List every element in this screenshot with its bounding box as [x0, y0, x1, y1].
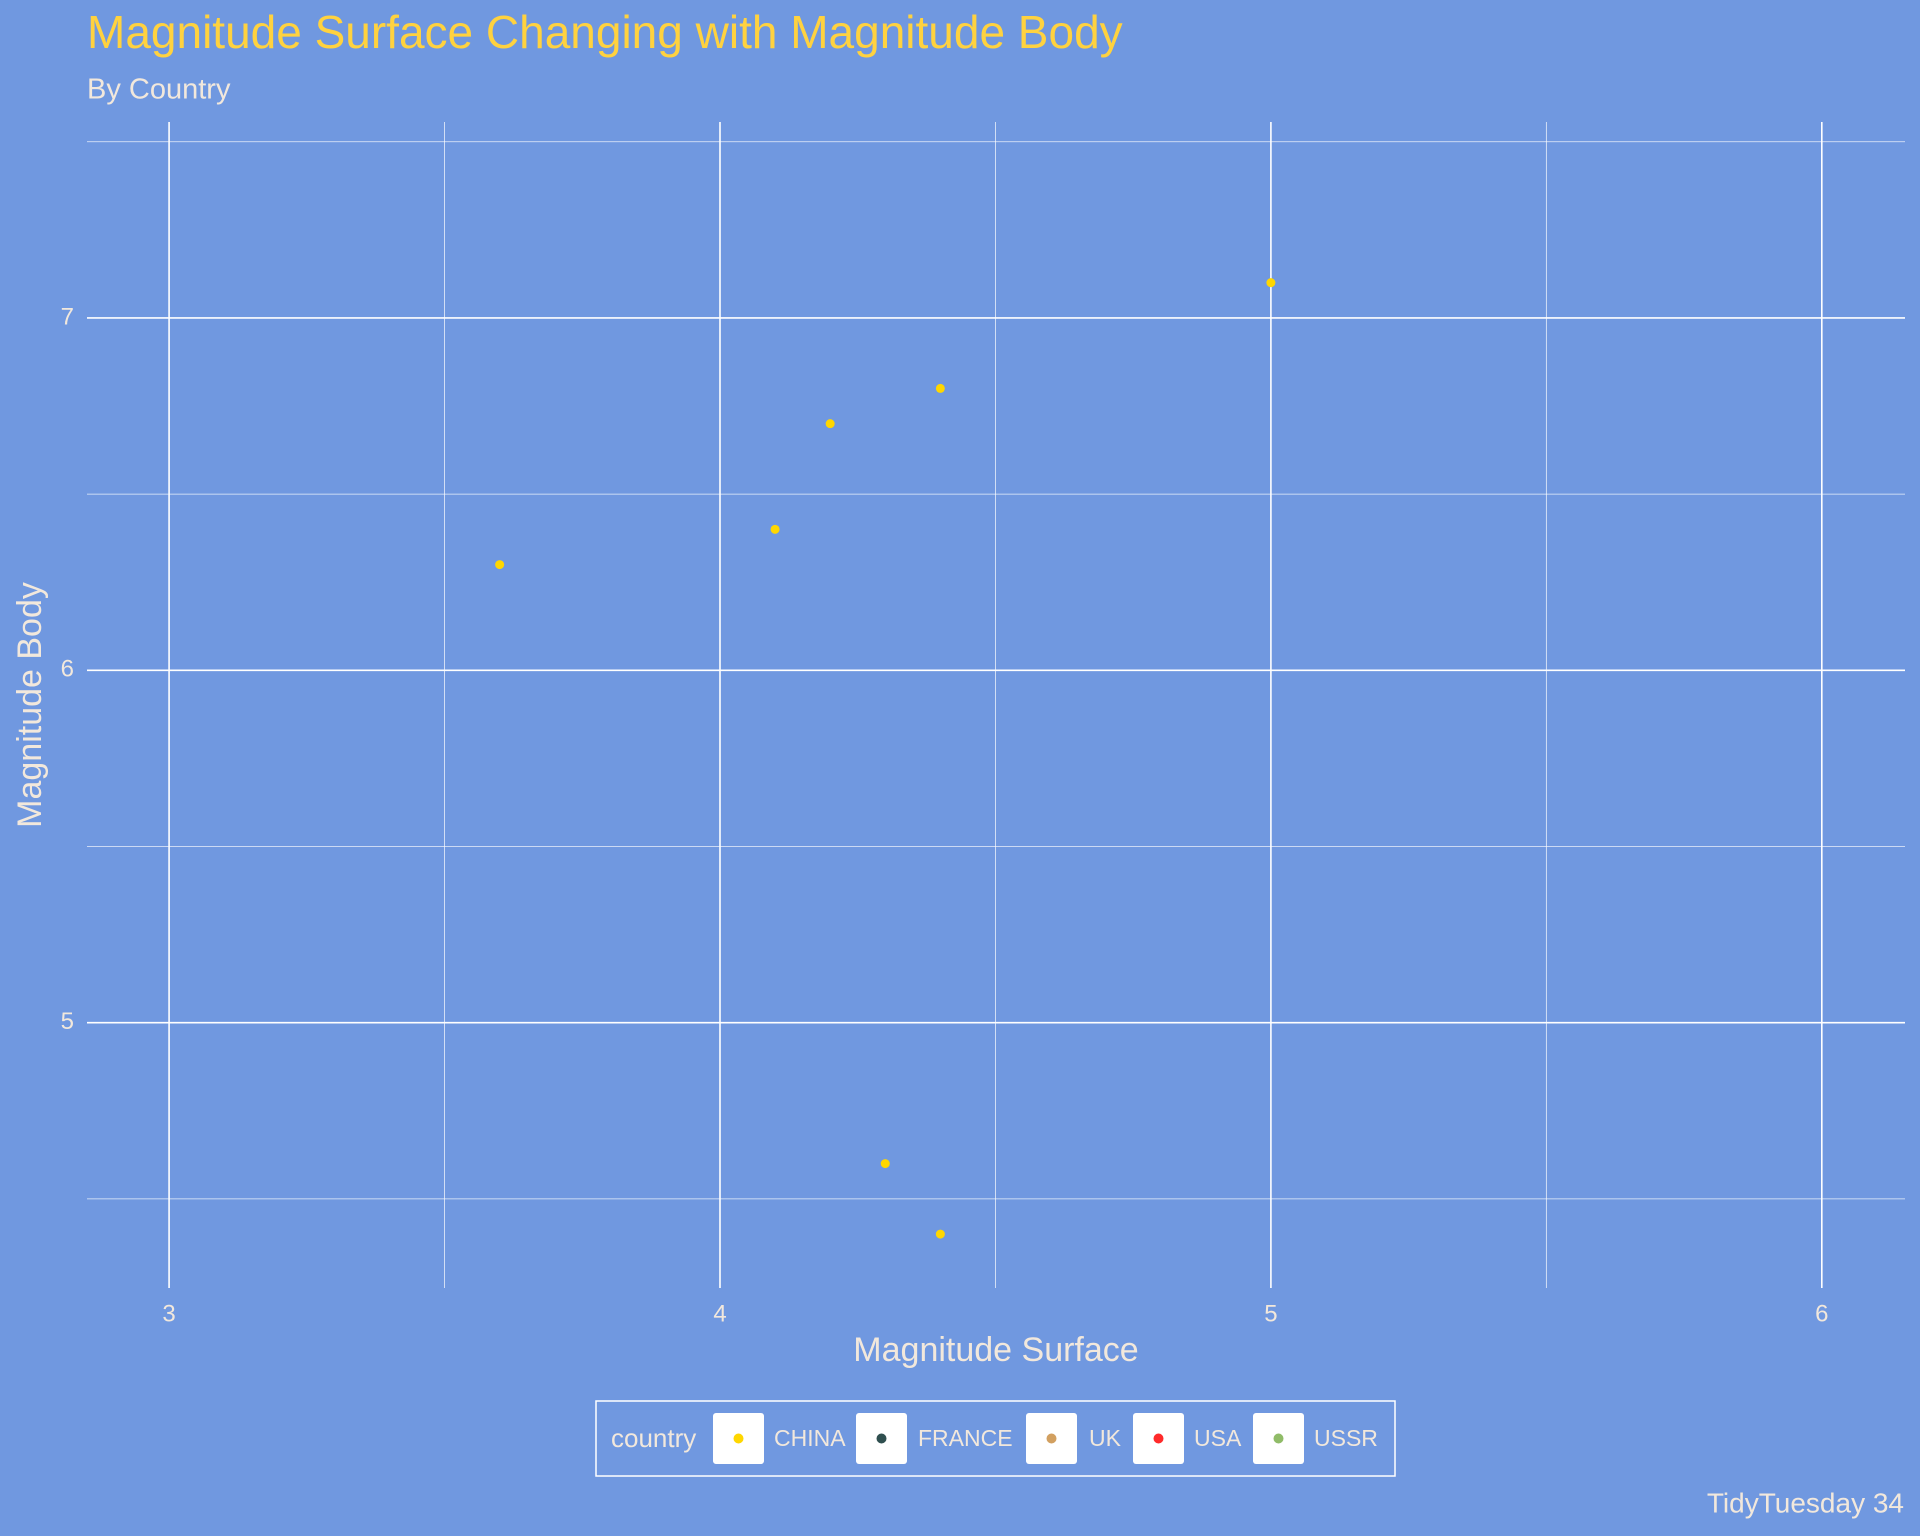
chart-title: Magnitude Surface Changing with Magnitud… [87, 6, 1123, 58]
point [880, 1159, 890, 1169]
x-axis-label: Magnitude Surface [853, 1331, 1138, 1369]
legend-marker [876, 1433, 887, 1444]
point [1266, 278, 1276, 288]
point [825, 419, 835, 429]
legend-marker [1273, 1433, 1284, 1444]
caption: TidyTuesday 34 [1707, 1487, 1904, 1518]
chart-subtitle: By Country [87, 74, 231, 106]
point [770, 524, 780, 534]
legend-label: FRANCE [918, 1425, 1013, 1451]
point [935, 1229, 945, 1239]
point [495, 560, 505, 570]
y-axis-label: Magnitude Body [11, 582, 49, 828]
x-tick-label: 4 [713, 1300, 726, 1327]
legend-marker [1153, 1433, 1164, 1444]
y-tick-label: 6 [61, 656, 74, 683]
legend-box [595, 1400, 1396, 1477]
x-tick-label: 5 [1264, 1300, 1277, 1327]
x-tick-label: 3 [162, 1300, 175, 1327]
y-tick-label: 7 [61, 303, 74, 330]
legend-marker [733, 1433, 744, 1444]
legend-label: CHINA [774, 1425, 846, 1451]
legend-marker [1046, 1433, 1057, 1444]
y-tick-label: 5 [61, 1008, 74, 1035]
legend-label: USSR [1314, 1425, 1378, 1451]
legend-title: country [611, 1423, 696, 1453]
x-tick-label: 6 [1815, 1300, 1828, 1327]
legend-label: UK [1089, 1425, 1122, 1451]
point [935, 383, 945, 393]
legend-label: USA [1194, 1425, 1242, 1451]
